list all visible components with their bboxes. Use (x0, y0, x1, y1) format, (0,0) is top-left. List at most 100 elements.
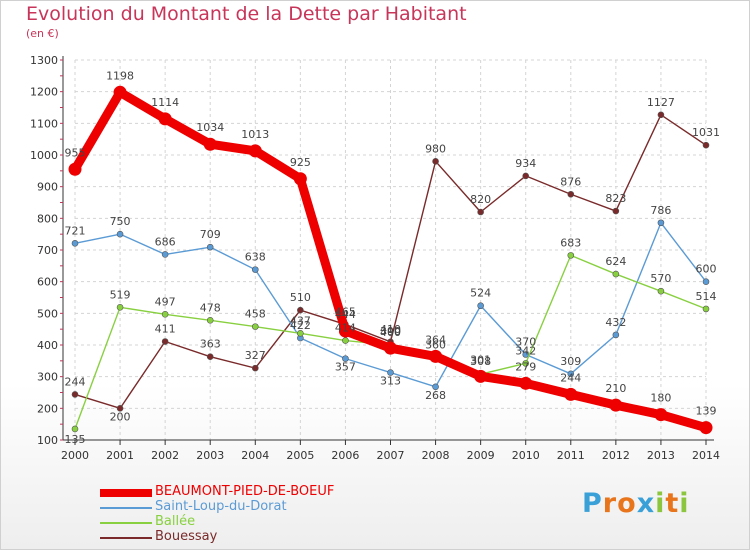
data-point (161, 338, 169, 345)
data-label: 1198 (106, 69, 134, 82)
x-tick-label: 2013 (647, 449, 675, 462)
data-point (522, 172, 530, 180)
y-tick-label: 1100 (30, 117, 58, 130)
proxiti-logo: Proxiti (582, 488, 690, 519)
logo-letter: P (582, 488, 603, 519)
logo-letter: t (665, 488, 680, 519)
data-label: 414 (335, 322, 356, 335)
data-label: 600 (696, 263, 717, 276)
y-tick-label: 200 (37, 402, 58, 415)
data-point (158, 112, 172, 126)
legend-label: Bouessay (155, 529, 218, 544)
data-point (161, 310, 169, 318)
data-label: 400 (380, 326, 401, 339)
data-label: 465 (335, 305, 356, 318)
data-point (71, 240, 79, 247)
data-point (567, 252, 575, 259)
data-label: 422 (290, 319, 311, 332)
data-label: 709 (200, 228, 221, 241)
data-label: 244 (65, 375, 86, 388)
data-point (699, 421, 713, 435)
logo-letter: r (602, 488, 618, 519)
data-label: 309 (560, 355, 581, 368)
legend-swatch (100, 489, 152, 497)
data-label: 135 (65, 433, 86, 446)
data-point (474, 369, 488, 383)
data-label: 327 (245, 349, 266, 362)
data-point (116, 405, 124, 412)
data-point (432, 383, 439, 391)
data-label: 364 (425, 333, 446, 346)
x-tick-label: 2008 (422, 449, 450, 462)
data-label: 370 (515, 336, 536, 349)
y-tick-label: 1200 (30, 86, 58, 99)
legend-swatch (100, 522, 152, 524)
data-label: 1034 (196, 121, 224, 134)
data-label: 823 (605, 192, 626, 205)
x-tick-label: 2007 (377, 449, 405, 462)
data-point (206, 243, 214, 251)
legend-swatch (100, 507, 152, 509)
data-point (251, 266, 259, 273)
data-point (297, 306, 304, 314)
x-tick-label: 2011 (557, 449, 585, 462)
data-point (702, 141, 710, 149)
data-point (567, 190, 575, 198)
x-tick-label: 2009 (467, 449, 495, 462)
x-tick-label: 2005 (286, 449, 314, 462)
data-point (342, 337, 349, 344)
data-label: 1127 (647, 96, 675, 109)
data-point (702, 278, 710, 285)
data-label: 308 (470, 355, 491, 368)
data-label: 980 (425, 142, 446, 155)
data-point (657, 111, 665, 119)
y-tick-label: 900 (37, 181, 58, 194)
data-label: 624 (605, 255, 626, 268)
data-point (203, 137, 217, 151)
data-label: 432 (605, 316, 626, 329)
chart-title: Evolution du Montant de la Dette par Hab… (26, 3, 467, 25)
data-point (338, 324, 352, 338)
legend-label: BEAUMONT-PIED-DE-BOEUF (155, 484, 335, 499)
x-tick-label: 2004 (241, 449, 269, 462)
data-label: 750 (110, 215, 131, 228)
legend-swatch (100, 537, 152, 539)
y-tick-label: 600 (37, 276, 58, 289)
data-point (609, 398, 623, 412)
data-label: 200 (110, 410, 131, 423)
data-point (206, 353, 214, 361)
data-label: 1013 (241, 128, 269, 141)
data-label: 180 (650, 392, 671, 405)
data-label: 410 (380, 323, 401, 336)
data-point (71, 391, 79, 398)
logo-letter: o (617, 488, 637, 519)
data-point (116, 304, 124, 311)
data-point (113, 85, 127, 99)
legend-label: Ballée (155, 514, 196, 529)
data-point (384, 341, 397, 355)
data-label: 444 (335, 308, 356, 321)
data-label: 510 (290, 291, 311, 304)
data-label: 478 (200, 301, 221, 314)
data-label: 139 (696, 405, 717, 418)
logo-letter: i (655, 488, 666, 519)
x-tick-label: 2003 (196, 449, 224, 462)
data-label: 820 (470, 193, 491, 206)
data-point (68, 162, 82, 176)
data-point (702, 305, 710, 313)
x-tick-label: 2001 (106, 449, 134, 462)
data-point (519, 376, 533, 390)
data-label: 721 (65, 224, 86, 237)
y-tick-label: 800 (37, 212, 58, 225)
logo-letter: x (636, 488, 656, 519)
data-label: 638 (245, 251, 266, 264)
y-tick-label: 300 (37, 371, 58, 384)
data-label: 1031 (692, 126, 720, 139)
chart-unit-label: (en €) (26, 27, 59, 40)
data-point (654, 408, 668, 422)
y-tick-label: 700 (37, 244, 58, 257)
x-tick-label: 2012 (602, 449, 630, 462)
y-tick-label: 1300 (30, 54, 58, 67)
data-point (567, 370, 575, 378)
